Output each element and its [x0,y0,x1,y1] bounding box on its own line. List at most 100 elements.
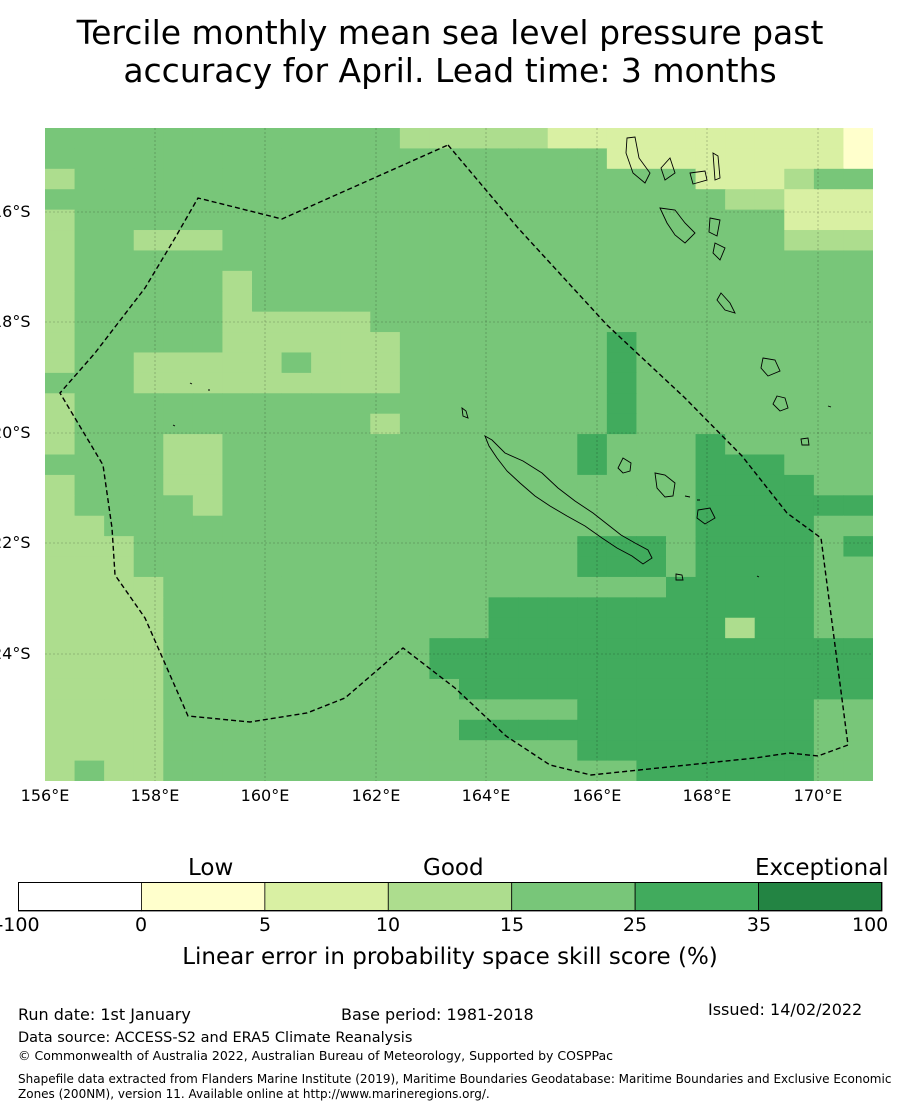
grid-cell [488,638,519,660]
grid-cell [222,678,253,700]
grid-cell [399,413,431,435]
grid-cell [163,597,194,619]
grid-cell [695,291,726,313]
grid-cell [192,189,224,211]
grid-cell [606,128,638,150]
grid-cell [606,311,638,333]
grid-cell [222,597,253,619]
grid-cell [45,352,76,374]
lon-label-166e: 166°E [572,786,622,805]
grid-cell [784,434,815,456]
grid-cell [547,434,578,456]
grid-cell [488,168,519,190]
grid-cell [488,250,519,272]
grid-cell [518,638,549,660]
grid-cell [192,352,224,374]
grid-cell [843,658,873,680]
grid-cell [666,189,697,211]
grid-cell [370,536,401,558]
grid-cell [192,536,224,558]
grid-cell [577,495,608,517]
grid-cell [45,597,76,619]
grid-cell [754,658,785,680]
grid-cell [459,638,490,660]
grid-cell [695,372,726,394]
grid-cell [370,332,401,354]
grid-cell [340,148,371,170]
grid-cell [666,760,697,781]
grid-cell [133,311,164,333]
grid-cell [813,250,845,272]
grid-cell [606,638,638,660]
grid-cell [843,699,873,721]
grid-cell [45,332,76,354]
grid-cell [636,372,667,394]
grid-cell [252,230,283,252]
grid-cell [429,270,460,292]
grid-cell [252,352,283,374]
shapefile-credit: Shapefile data extracted from Flanders M… [18,1072,898,1102]
grid-cell [222,638,253,660]
grid-cell [459,597,490,619]
grid-cell [547,230,578,252]
grid-cell [104,638,135,660]
grid-cell [370,209,401,231]
grid-cell [606,556,638,578]
grid-cell [666,495,697,517]
grid-cell [133,719,164,741]
grid-cell [695,270,726,292]
grid-cell [370,699,401,721]
grid-cell [429,597,460,619]
grid-cell [340,168,371,190]
grid-cell [399,209,431,231]
grid-cell [459,576,490,598]
grid-cell [340,332,371,354]
grid-cell [695,678,726,700]
grid-cell [813,291,845,313]
grid-cell [725,556,756,578]
grid-cell [725,740,756,762]
grid-cell [518,209,549,231]
grid-cell [399,372,431,394]
grid-cell [74,454,105,476]
grid-cell [133,515,164,537]
grid-cell [163,413,194,435]
grid-cell [843,189,873,211]
grid-cell [222,168,253,190]
grid-cell [311,128,342,150]
grid-cell [518,719,549,741]
grid-cell [725,434,756,456]
grid-cell [74,597,105,619]
grid-cell [370,230,401,252]
grid-cell [399,454,431,476]
grid-cell [606,434,638,456]
grid-cell [74,230,105,252]
grid-cell [695,597,726,619]
colorbar-tick: 35 [746,914,772,936]
colorbar-tick: -100 [0,914,40,936]
grid-cell [45,168,76,190]
grid-cell [252,515,283,537]
grid-cell [518,515,549,537]
chart-title-line1: Tercile monthly mean sea level pressure … [76,13,824,52]
grid-cell [340,495,371,517]
grid-cell [636,597,667,619]
grid-cell [74,413,105,435]
grid-cell [784,515,815,537]
grid-cell [725,393,756,415]
grid-cell [104,617,135,639]
grid-cell [74,128,105,150]
grid-cell [666,515,697,537]
grid-cell [813,699,845,721]
grid-cell [104,719,135,741]
grid-cell [547,556,578,578]
grid-cell [577,719,608,741]
grid-cell [163,515,194,537]
grid-cell [74,515,105,537]
grid-cell [813,189,845,211]
grid-cell [281,270,312,292]
grid-cell [488,291,519,313]
grid-cell [725,270,756,292]
grid-cell [281,168,312,190]
grid-cell [547,189,578,211]
